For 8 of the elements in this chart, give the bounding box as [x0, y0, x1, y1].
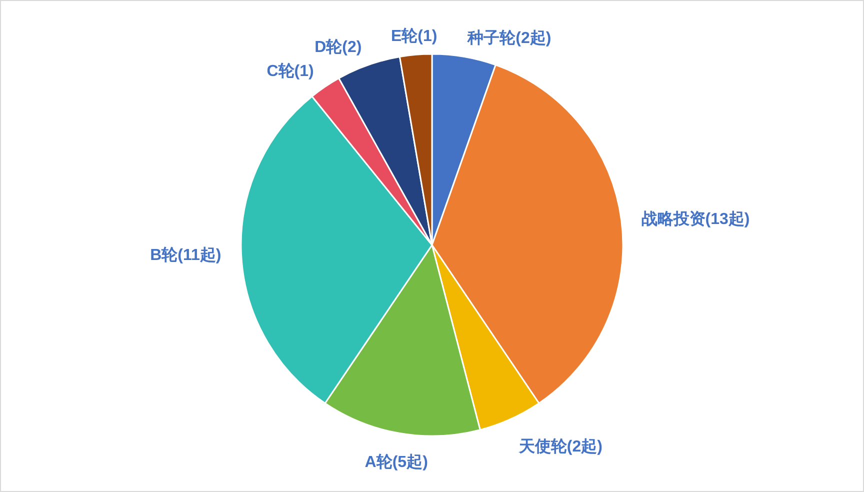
slice-label: D轮(2): [314, 38, 362, 56]
slice-label: 战略投资(13起): [641, 210, 750, 228]
slice-label: A轮(5起): [364, 452, 428, 471]
slice-label: E轮(1): [390, 26, 438, 45]
slice-label: 种子轮(2起): [466, 29, 552, 48]
slice-label: 天使轮(2起): [518, 437, 602, 456]
slice-label: C轮(1): [266, 62, 314, 80]
slice-label: B轮(11起): [150, 246, 222, 264]
